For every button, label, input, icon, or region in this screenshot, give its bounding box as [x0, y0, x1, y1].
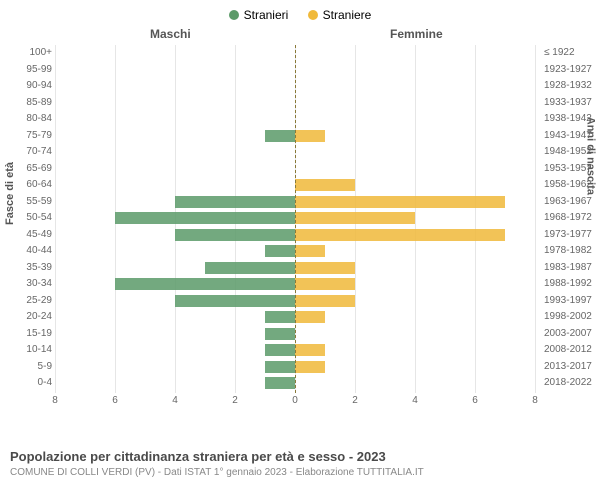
legend-female-label: Straniere	[323, 8, 372, 22]
pyramid-chart: Maschi Femmine Fasce di età Anni di nasc…	[0, 25, 600, 445]
x-tick: 6	[112, 395, 118, 406]
center-line	[295, 45, 296, 393]
bar-male	[205, 262, 295, 274]
y-right-tick: 2008-2012	[544, 342, 600, 359]
bar-male	[175, 295, 295, 307]
bar-male	[265, 130, 295, 142]
y-right-tick: 2018-2022	[544, 375, 600, 392]
y-left-tick: 10-14	[0, 342, 52, 359]
bar-female	[295, 196, 505, 208]
y-left-tick: 30-34	[0, 276, 52, 293]
x-tick: 2	[232, 395, 238, 406]
y-left-tick: 0-4	[0, 375, 52, 392]
y-left-tick: 70-74	[0, 144, 52, 161]
y-left-tick: 50-54	[0, 210, 52, 227]
legend: Stranieri Straniere	[0, 0, 600, 25]
bar-female	[295, 295, 355, 307]
y-left-tick: 90-94	[0, 78, 52, 95]
x-tick: 2	[352, 395, 358, 406]
x-axis: 8 6 4 2 0 2 4 6 8	[55, 395, 535, 409]
y-left-tick: 15-19	[0, 326, 52, 343]
y-right-tick: 2003-2007	[544, 326, 600, 343]
y-right-labels: ≤ 19221923-19271928-19321933-19371938-19…	[544, 45, 600, 392]
y-right-tick: ≤ 1922	[544, 45, 600, 62]
legend-male-swatch	[229, 10, 239, 20]
bar-female	[295, 361, 325, 373]
legend-female: Straniere	[308, 8, 372, 22]
gridline	[535, 45, 536, 393]
y-left-tick: 95-99	[0, 62, 52, 79]
y-left-tick: 45-49	[0, 227, 52, 244]
y-right-tick: 1983-1987	[544, 260, 600, 277]
bar-male	[115, 278, 295, 290]
bar-male	[265, 361, 295, 373]
bar-male	[115, 212, 295, 224]
header-male: Maschi	[150, 27, 191, 41]
y-left-tick: 80-84	[0, 111, 52, 128]
y-right-tick: 1953-1957	[544, 161, 600, 178]
y-left-tick: 25-29	[0, 293, 52, 310]
y-right-tick: 1988-1992	[544, 276, 600, 293]
y-right-tick: 1923-1927	[544, 62, 600, 79]
bar-male	[175, 196, 295, 208]
bar-female	[295, 179, 355, 191]
bar-male	[265, 344, 295, 356]
bar-male	[265, 311, 295, 323]
y-right-tick: 1948-1952	[544, 144, 600, 161]
y-right-tick: 1993-1997	[544, 293, 600, 310]
x-tick: 8	[52, 395, 58, 406]
bar-male	[265, 328, 295, 340]
y-left-tick: 75-79	[0, 128, 52, 145]
y-left-tick: 20-24	[0, 309, 52, 326]
legend-female-swatch	[308, 10, 318, 20]
footer: Popolazione per cittadinanza straniera p…	[0, 445, 600, 479]
y-left-tick: 40-44	[0, 243, 52, 260]
y-right-tick: 1968-1972	[544, 210, 600, 227]
y-left-tick: 65-69	[0, 161, 52, 178]
y-right-tick: 1998-2002	[544, 309, 600, 326]
y-right-tick: 1928-1932	[544, 78, 600, 95]
y-right-tick: 1978-1982	[544, 243, 600, 260]
y-right-tick: 1933-1937	[544, 95, 600, 112]
bar-female	[295, 311, 325, 323]
x-tick: 0	[292, 395, 298, 406]
y-left-tick: 60-64	[0, 177, 52, 194]
bar-female	[295, 229, 505, 241]
bar-female	[295, 212, 415, 224]
footer-title: Popolazione per cittadinanza straniera p…	[10, 449, 590, 466]
bar-female	[295, 344, 325, 356]
x-tick: 8	[532, 395, 538, 406]
bar-female	[295, 130, 325, 142]
bar-female	[295, 278, 355, 290]
y-right-tick: 1938-1942	[544, 111, 600, 128]
bar-female	[295, 262, 355, 274]
y-right-tick: 1958-1962	[544, 177, 600, 194]
y-right-tick: 1943-1947	[544, 128, 600, 145]
y-left-labels: 100+95-9990-9485-8980-8475-7970-7465-696…	[0, 45, 52, 392]
y-left-tick: 5-9	[0, 359, 52, 376]
y-right-tick: 1973-1977	[544, 227, 600, 244]
x-tick: 4	[412, 395, 418, 406]
bar-male	[265, 245, 295, 257]
y-left-tick: 85-89	[0, 95, 52, 112]
y-right-tick: 1963-1967	[544, 194, 600, 211]
x-tick: 6	[472, 395, 478, 406]
plot-area: 8 6 4 2 0 2 4 6 8	[55, 45, 535, 415]
footer-subtitle: COMUNE DI COLLI VERDI (PV) - Dati ISTAT …	[10, 466, 590, 479]
bar-female	[295, 245, 325, 257]
legend-male: Stranieri	[229, 8, 289, 22]
y-left-tick: 100+	[0, 45, 52, 62]
y-right-tick: 2013-2017	[544, 359, 600, 376]
legend-male-label: Stranieri	[244, 8, 289, 22]
header-female: Femmine	[390, 27, 443, 41]
y-left-tick: 55-59	[0, 194, 52, 211]
y-left-tick: 35-39	[0, 260, 52, 277]
bar-male	[175, 229, 295, 241]
bar-male	[265, 377, 295, 389]
x-tick: 4	[172, 395, 178, 406]
